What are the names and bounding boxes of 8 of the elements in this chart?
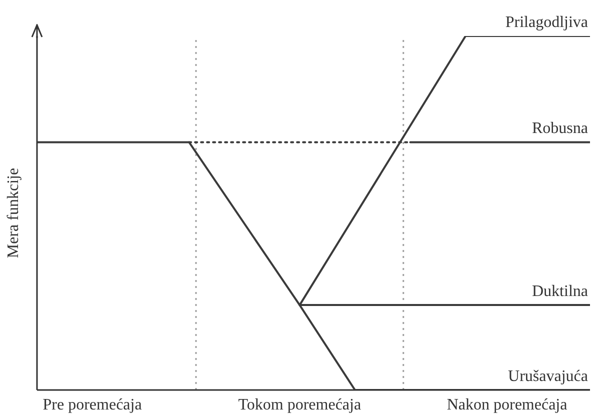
- series-label: Duktilna: [532, 283, 588, 300]
- series-label: Prilagodljiva: [505, 14, 588, 31]
- series-label: Robusna: [532, 120, 588, 138]
- series-label: Urušavajuća: [508, 368, 588, 385]
- x-tick-label: Nakon poremećaja: [446, 396, 568, 414]
- x-tick-label: Pre poremećaja: [42, 396, 142, 414]
- x-tick-label: Tokom poremećaja: [238, 396, 362, 414]
- y-axis-title: Mera funkcije: [5, 168, 22, 258]
